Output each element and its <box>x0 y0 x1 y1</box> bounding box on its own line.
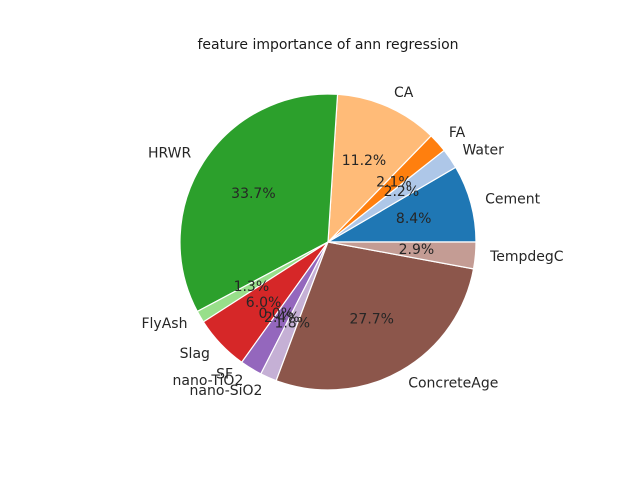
slice-label-hrwr: HRWR <box>148 146 192 162</box>
slice-label-flyash: FlyAsh <box>141 316 187 332</box>
slice-percent-water: 2.2% <box>384 184 420 200</box>
slice-percent-nano-sio2: 1.8% <box>274 315 310 331</box>
pie-slice-ca <box>327 93 432 244</box>
chart-title: feature importance of ann regression <box>197 37 458 53</box>
slice-percent-cement: 8.4% <box>396 211 432 227</box>
pie-slice-hrwr <box>179 93 339 313</box>
pie-slice-concreteage <box>275 241 475 391</box>
slice-label-nano-tio2: nano-TiO2 <box>173 373 244 389</box>
slice-label-tempdegc: TempdegC <box>489 249 564 265</box>
slice-label-slag: Slag <box>180 346 210 362</box>
slice-label-cement: Cement <box>485 191 541 207</box>
slice-percent-flyash: 1.3% <box>234 279 270 295</box>
pie-slices <box>179 93 477 391</box>
slice-label-concreteage: ConcreteAge <box>408 376 498 392</box>
slice-label-nano-sio2: nano-SiO2 <box>190 383 263 399</box>
pie-slice-tempdegc <box>327 241 477 270</box>
slice-percent-fa: 2.1% <box>376 175 412 191</box>
slice-label-ca: CA <box>394 85 414 101</box>
slice-percent-slag: 6.0% <box>246 295 282 311</box>
pie-percent-labels: 8.4% 2.2%2.1% 11.2% 33.7% 1.3%6.0%0.0%2.4%1.… <box>231 153 434 331</box>
slice-percent-concreteage: 27.7% <box>350 311 394 327</box>
slice-percent-nano-tio2: 2.4% <box>264 310 300 326</box>
slice-percent-tempdegc: 2.9% <box>399 242 435 258</box>
slice-percent-hrwr: 33.7% <box>231 186 275 202</box>
slice-label-sf: SF <box>216 366 233 382</box>
slice-percent-sf: 0.0% <box>258 306 294 322</box>
slice-percent-ca: 11.2% <box>342 153 386 169</box>
slice-label-water: Water <box>462 142 504 158</box>
slice-label-fa: FA <box>449 125 466 141</box>
